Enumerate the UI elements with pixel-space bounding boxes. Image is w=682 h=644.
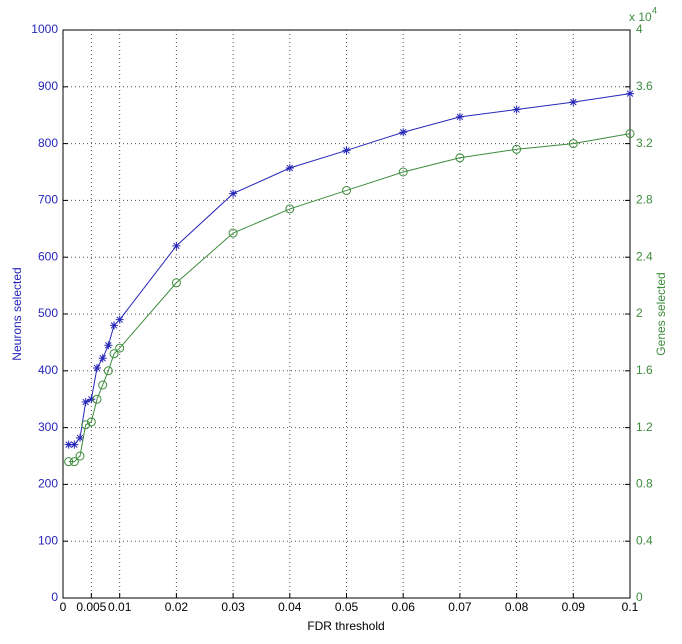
x-tick-label: 0.005: [76, 600, 106, 614]
data-point: [455, 112, 464, 121]
y-tick-label: 1000: [31, 22, 58, 36]
y-tick-label: 900: [38, 79, 58, 93]
y2-tick-label: 2: [636, 306, 643, 320]
x-tick-label: 0.05: [335, 600, 359, 614]
data-point: [229, 189, 238, 198]
x-tick-label: 0.07: [448, 600, 472, 614]
y-tick-label: 200: [38, 477, 58, 491]
x-tick-label: 0.1: [622, 600, 639, 614]
data-point: [512, 105, 521, 114]
data-point: [87, 395, 96, 404]
data-point: [76, 433, 85, 442]
data-point: [342, 146, 351, 155]
data-point: [285, 164, 294, 173]
y2-tick-label: 0.4: [636, 533, 653, 547]
x-axis-label: FDR threshold: [307, 619, 384, 633]
data-point: [69, 457, 79, 467]
data-point: [104, 341, 113, 350]
data-point: [103, 366, 113, 376]
y2-tick-label: 0.8: [636, 477, 653, 491]
y-tick-label: 400: [38, 363, 58, 377]
x-tick-label: 0.09: [562, 600, 586, 614]
data-point: [625, 129, 635, 139]
y2-tick-label: 1.6: [636, 363, 653, 377]
data-point: [75, 451, 85, 461]
data-point: [64, 457, 74, 467]
data-point: [64, 440, 73, 449]
data-point: [98, 380, 108, 390]
data-point: [342, 185, 351, 195]
y2-tick-label: 3.2: [636, 136, 653, 150]
data-point: [115, 343, 125, 353]
x-tick-label: 0.01: [108, 600, 132, 614]
y-tick-label: 0: [51, 590, 58, 604]
x-tick-label: 0.02: [165, 600, 189, 614]
series-line: [68, 133, 631, 463]
y-tick-label: 700: [38, 193, 58, 207]
y2-tick-label: 4: [636, 22, 643, 36]
data-point: [568, 139, 578, 149]
data-point: [81, 398, 90, 407]
data-point: [172, 241, 181, 250]
y2-tick-label: 0: [636, 590, 643, 604]
y2-scale-base: x 10: [629, 10, 652, 24]
data-point: [569, 98, 578, 107]
data-point: [81, 420, 91, 430]
y-tick-label: 600: [38, 249, 58, 263]
y2-tick-label: 3.6: [636, 79, 653, 93]
y2-tick-label: 2.8: [636, 193, 653, 207]
data-point: [93, 363, 102, 372]
x-tick-label: 0.08: [505, 600, 529, 614]
y-tick-label: 800: [38, 136, 58, 150]
data-point: [92, 394, 102, 404]
y2-tick-label: 2.4: [636, 249, 653, 263]
x-tick-label: 0.06: [392, 600, 416, 614]
data-point: [70, 440, 79, 449]
y-tick-label: 100: [38, 533, 58, 547]
y-tick-label: 300: [38, 420, 58, 434]
data-point: [455, 153, 465, 163]
data-point: [399, 128, 408, 137]
data-point: [398, 167, 408, 177]
data-point: [110, 321, 119, 330]
y-axis-label: Neurons selected: [10, 267, 24, 360]
x-tick-label: 0: [60, 600, 67, 614]
y-tick-label: 500: [38, 306, 58, 320]
data-point: [98, 354, 107, 363]
y2-tick-label: 1.2: [636, 420, 653, 434]
data-point: [115, 315, 124, 324]
data-point: [512, 144, 522, 154]
data-point: [285, 204, 295, 214]
x-tick-label: 0.03: [221, 600, 245, 614]
data-point: [626, 89, 634, 98]
x-tick-label: 0.04: [278, 600, 302, 614]
data-point: [86, 417, 96, 427]
y2-scale-exponent: 4: [652, 5, 657, 15]
y2-axis-label: Genes selected: [654, 272, 668, 355]
data-point: [171, 278, 181, 288]
data-point: [228, 228, 238, 238]
data-point: [109, 349, 119, 359]
